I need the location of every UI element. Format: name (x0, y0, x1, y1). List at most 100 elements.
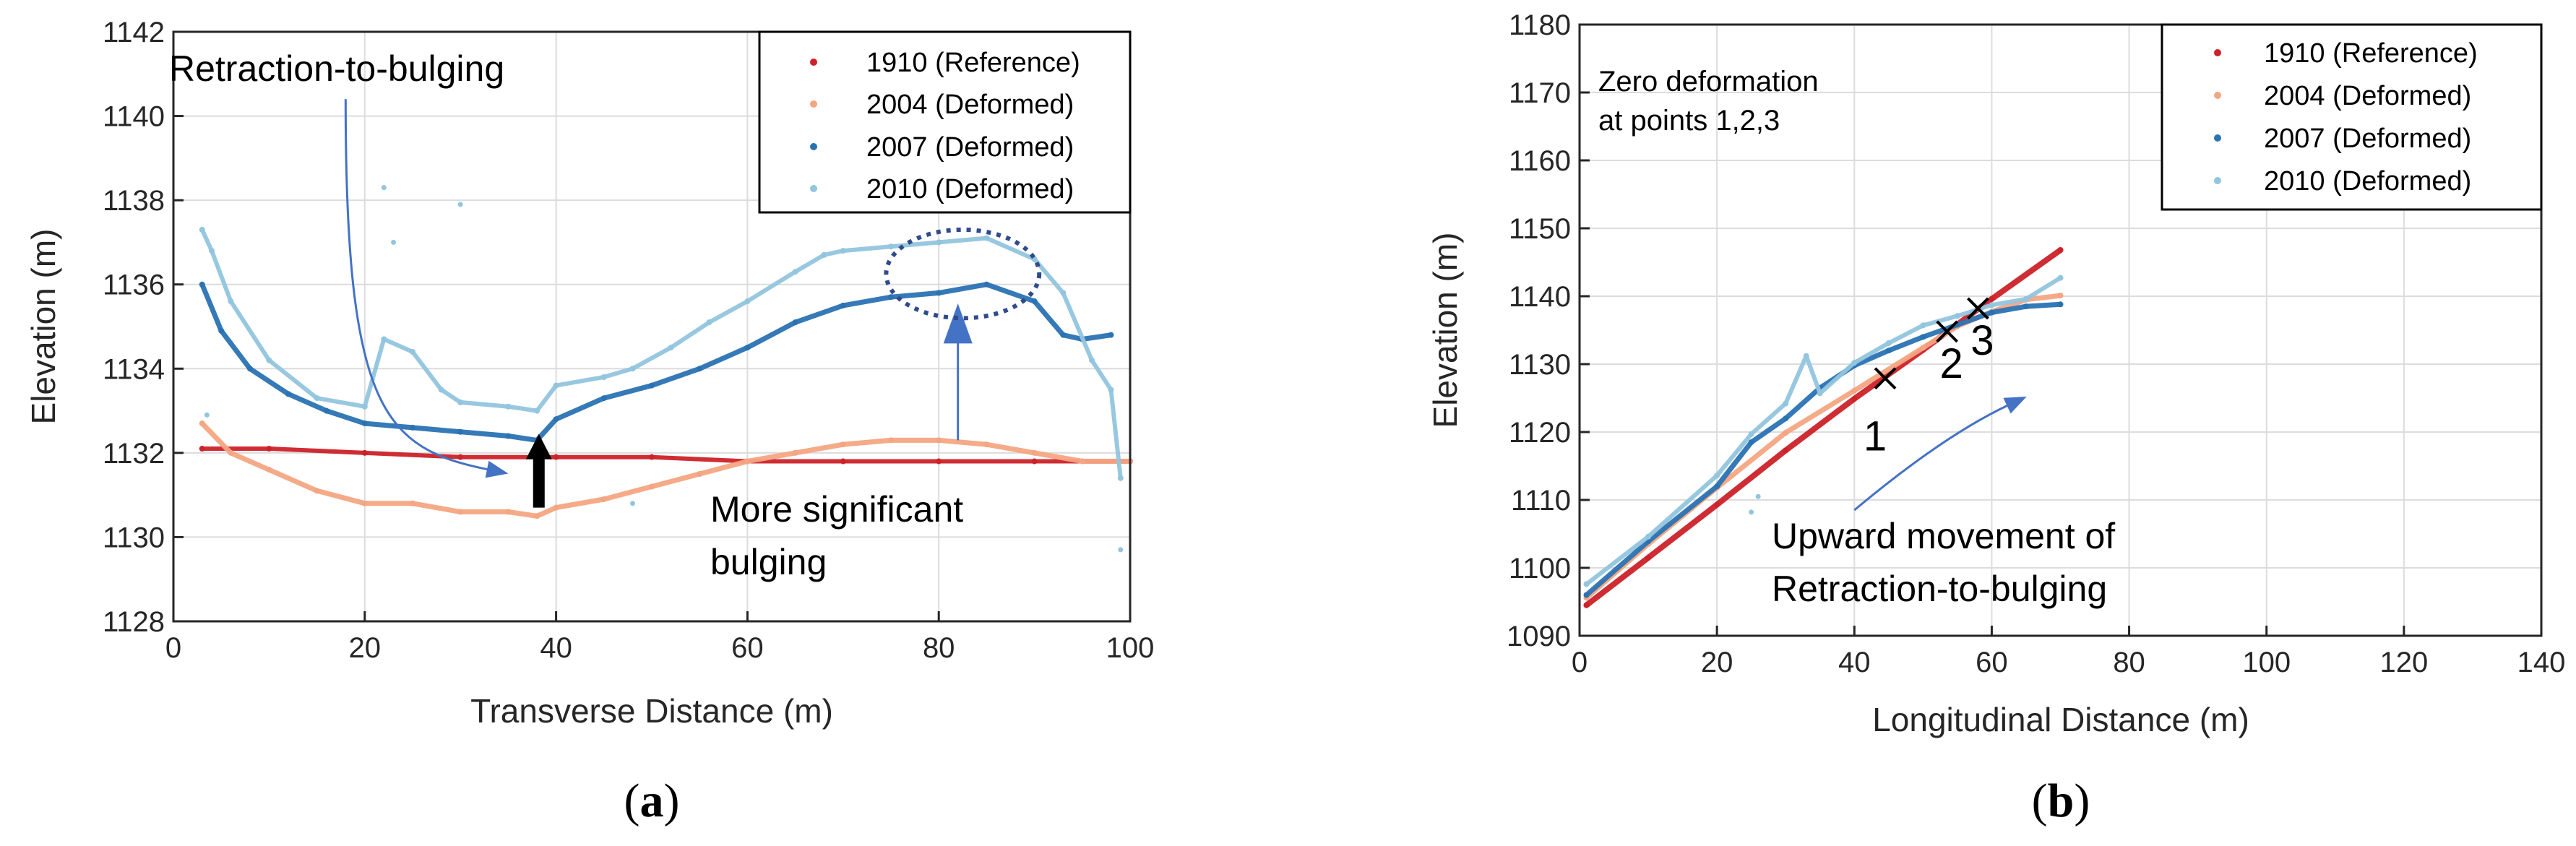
xlabel-b: Longitudinal Distance (m) (1872, 701, 2249, 738)
data-point-2010-b (1748, 431, 1754, 437)
legend-b: 1910 (Reference) 2004 (Deformed) 2007 (D… (2161, 23, 2543, 211)
data-point-2007-a (457, 428, 464, 435)
data-point-2010-a (1060, 290, 1067, 296)
legend-a: 1910 (Reference) 2004 (Deformed) 2007 (D… (758, 30, 1132, 214)
y-tick-label-a: 1132 (103, 438, 165, 470)
data-point-2010-a (821, 251, 827, 258)
marker-point-1-b: 1 (1864, 367, 1897, 460)
data-point-1910-a (936, 458, 942, 465)
y-tick-label-a: 1136 (103, 269, 165, 301)
data-point-2004-a (228, 449, 234, 456)
data-point-2007-b (2023, 303, 2029, 310)
x-tick-label-a: 0 (165, 632, 181, 664)
y-tick-label-b: 1150 (1509, 213, 1571, 245)
data-point-2007-b (1920, 334, 1926, 340)
data-point-2010-a (668, 345, 674, 351)
y-tick-label-b: 1120 (1509, 417, 1571, 449)
data-point-2004-a (936, 437, 942, 444)
outlier-point-b (1749, 509, 1754, 515)
x-tick-label-b: 40 (1838, 647, 1871, 678)
data-point-2004-b (1851, 387, 1858, 394)
data-point-2010-a (553, 382, 559, 389)
x-tick-label-a: 80 (923, 632, 955, 664)
outlier-point-a (381, 185, 387, 191)
y-tick-label-b: 1160 (1509, 145, 1571, 177)
data-point-1910-a (649, 454, 655, 460)
data-point-2010-b (1851, 360, 1858, 366)
data-point-2004-a (840, 441, 846, 448)
outlier-point-b (1755, 493, 1761, 499)
x-tick-label-a: 60 (731, 632, 764, 664)
data-point-2004-a (649, 483, 655, 490)
upward-movement-line2-b: Retraction-to-bulging (1772, 569, 2107, 609)
legend-label-2004-b: 2004 (Deformed) (2264, 81, 2471, 111)
data-point-2004-a (361, 500, 368, 506)
data-point-2010-b (1803, 353, 1809, 359)
x-tick-label-b: 120 (2379, 647, 2428, 678)
data-point-2010-b (1817, 390, 1823, 397)
zero-deformation-line1-b: Zero deformation (1598, 66, 1819, 98)
data-point-2007-a (936, 290, 942, 296)
data-point-2007-b (1583, 592, 1590, 598)
legend-label-2007-a: 2007 (Deformed) (866, 132, 1074, 163)
legend-swatch-2004-a (810, 100, 817, 108)
data-point-2010-a (888, 243, 894, 250)
data-point-2007-b (1783, 415, 1789, 422)
x-tick-label-b: 140 (2517, 647, 2566, 678)
x-tick-label-b: 80 (2113, 647, 2145, 678)
data-point-2007-b (1885, 348, 1892, 354)
y-tick-label-a: 1134 (103, 353, 165, 385)
data-point-2010-a (266, 357, 272, 363)
legend-label-2010-b: 2010 (Deformed) (2264, 166, 2471, 197)
data-point-2007-a (361, 420, 368, 427)
data-point-2010-a (1108, 387, 1114, 393)
zero-deformation-line2-b: at points 1,2,3 (1598, 105, 1780, 137)
data-point-2007-a (983, 281, 990, 288)
x-tick-label-b: 60 (1976, 647, 2008, 678)
data-point-2010-a (410, 348, 415, 355)
data-point-2010-a (706, 319, 712, 326)
ylabel-a: Elevation (m) (25, 229, 62, 425)
data-point-2004-a (600, 496, 607, 502)
data-point-1910-b (2057, 247, 2064, 254)
data-point-2010-b (1714, 472, 1720, 479)
ylabel-b: Elevation (m) (1426, 233, 1464, 428)
data-point-2004-a (410, 500, 415, 506)
marker-point-3-b: 3 (1967, 297, 1994, 364)
data-point-2007-b (1714, 483, 1720, 490)
series-line-2010-b (1584, 275, 2063, 587)
data-point-2007-a (285, 391, 291, 397)
outlier-point-a (630, 501, 636, 506)
data-point-2007-a (1108, 332, 1114, 338)
data-point-2004-b (1783, 429, 1789, 436)
legend-label-2007-b: 2007 (Deformed) (2264, 124, 2471, 154)
data-point-2010-a (744, 298, 751, 305)
data-point-2010-b (1954, 313, 1960, 319)
bulging-arrow-head-a (943, 303, 973, 344)
data-point-1910-a (553, 454, 559, 460)
data-point-1910-b (1851, 395, 1858, 402)
series-line-2004-a (199, 420, 1133, 519)
x-tick-label-a: 20 (349, 632, 382, 664)
data-point-2007-a (600, 395, 607, 402)
annotations-a (344, 99, 1042, 508)
data-point-2007-a (410, 424, 415, 431)
upward-arrow-b (1853, 396, 2027, 512)
data-point-2010-b (1583, 581, 1590, 587)
bulging-ellipse-a (884, 227, 1042, 321)
outlier-point-a (204, 412, 210, 418)
legend-box-b (2161, 23, 2543, 211)
data-point-2004-a (534, 513, 540, 519)
legend-swatch-1910-b (2214, 49, 2221, 56)
data-point-2010-a (1117, 475, 1124, 481)
data-point-2010-a (792, 269, 798, 275)
upward-movement-line1-b: Upward movement of (1772, 516, 2115, 556)
y-tick-label-a: 1130 (103, 522, 165, 553)
data-point-2004-a (314, 488, 320, 494)
legend-label-1910-b: 1910 (Reference) (2264, 38, 2478, 69)
data-point-2010-a (438, 387, 444, 393)
data-point-1910-a (199, 446, 205, 452)
data-point-2004-b (2057, 293, 2064, 299)
y-tick-label-b: 1180 (1509, 9, 1571, 41)
